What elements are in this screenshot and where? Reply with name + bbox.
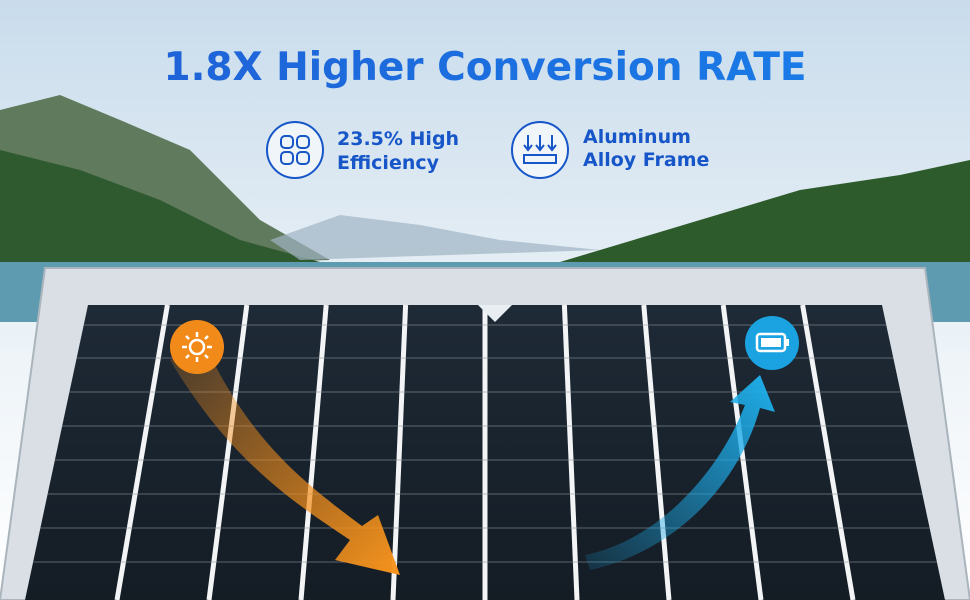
cell-divider (561, 304, 580, 600)
orange-arrow (170, 345, 400, 575)
efficiency-glyph (280, 135, 310, 165)
feature-line: 23.5% High (337, 128, 459, 150)
sun-icon (170, 320, 224, 374)
feature-line: Aluminum (583, 126, 691, 148)
distant-hills (270, 215, 600, 260)
frame-glyph (523, 135, 557, 164)
feature-line: Efficiency (337, 152, 440, 174)
sun-glyph (182, 332, 212, 362)
cell-divider (298, 304, 329, 600)
efficiency-icon (266, 121, 324, 179)
battery-glyph (755, 332, 789, 353)
cell-divider (390, 304, 409, 600)
forest-right (560, 160, 970, 275)
cell-divider (206, 304, 250, 600)
cell-divider (641, 304, 672, 600)
cell-divider (114, 304, 170, 600)
cell-divider (800, 304, 856, 600)
panel-notch (478, 305, 512, 322)
forest-left (0, 150, 320, 275)
blue-arrow (585, 375, 775, 570)
feature-line: Alloy Frame (583, 149, 709, 171)
title: 1.8X Higher Conversion RATE (163, 45, 806, 90)
